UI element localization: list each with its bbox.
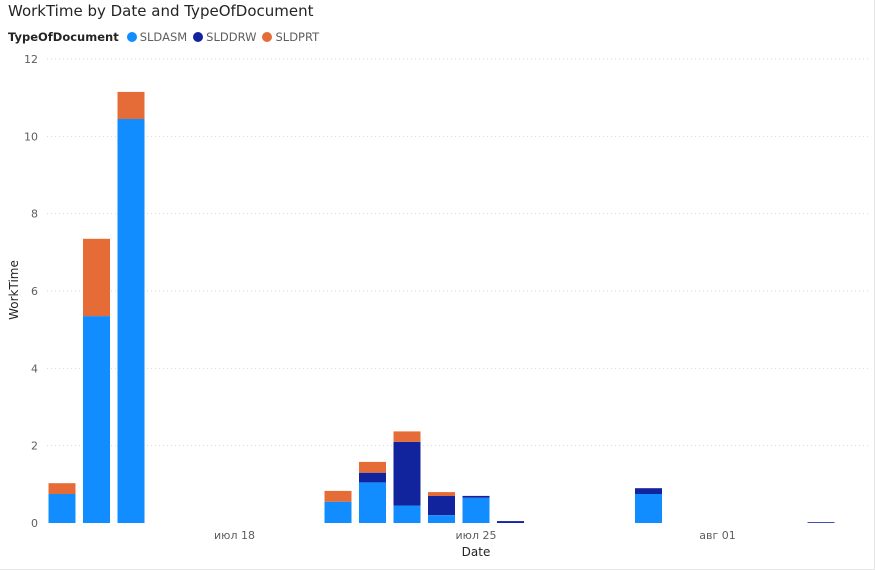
bar-segment-sldprt[interactable] (83, 238, 110, 317)
legend-dot-slddrw (193, 32, 204, 42)
bar-segment-slddrw[interactable] (359, 472, 386, 483)
legend-label-slddrw: SLDDRW (206, 30, 257, 44)
legend-title: TypeOfDocument (8, 30, 119, 44)
chart-title: WorkTime by Date and TypeOfDocument (8, 2, 314, 20)
legend-dot-sldasm (126, 32, 137, 42)
legend: TypeOfDocument SLDASM SLDDRW SLDPRT (8, 30, 325, 44)
bar-segment-sldprt[interactable] (48, 483, 76, 494)
bar-segment-sldprt[interactable] (117, 91, 145, 119)
bar-segment-sldprt[interactable] (324, 490, 352, 502)
legend-item-sldasm[interactable]: SLDASM (126, 30, 188, 44)
bar-segment-slddrw[interactable] (393, 441, 421, 506)
bar-segment-sldasm[interactable] (462, 497, 490, 523)
bar-segment-sldprt[interactable] (428, 492, 455, 496)
legend-item-slddrw[interactable]: SLDDRW (193, 30, 256, 44)
bar-segment-sldasm[interactable] (359, 482, 386, 523)
legend-dot-sldprt (262, 32, 273, 42)
y-tick-label: 12 (24, 53, 38, 66)
bar-segment-sldasm[interactable] (635, 494, 662, 523)
bar-segment-sldasm[interactable] (83, 316, 110, 523)
gridlines (47, 58, 870, 447)
y-tick-label: 2 (31, 440, 38, 453)
y-axis-title: WorkTime (7, 260, 21, 320)
y-tick-label: 0 (31, 517, 38, 530)
x-axis: июл 18 июл 25 авг 01 (214, 529, 736, 542)
bar-segment-slddrw[interactable] (462, 495, 490, 498)
x-tick-label: июл 25 (456, 529, 497, 542)
bars[interactable] (48, 91, 835, 524)
x-axis-title: Date (462, 545, 491, 559)
x-tick-label: авг 01 (699, 529, 736, 542)
bar-segment-sldasm[interactable] (48, 494, 76, 523)
bar-segment-sldasm[interactable] (324, 501, 352, 523)
bar-segment-slddrw[interactable] (497, 521, 524, 523)
bar-segment-sldasm[interactable] (117, 118, 145, 524)
bar-segment-slddrw[interactable] (635, 488, 662, 494)
y-tick-label: 6 (31, 285, 38, 298)
y-tick-label: 8 (31, 208, 38, 221)
y-tick-label: 4 (31, 362, 38, 375)
legend-label-sldasm: SLDASM (139, 30, 188, 44)
bar-segment-slddrw[interactable] (428, 495, 455, 516)
bar-segment-sldprt[interactable] (359, 461, 386, 473)
bar-segment-sldasm[interactable] (393, 505, 421, 523)
y-tick-label: 10 (24, 130, 38, 143)
y-axis: 0 2 4 6 8 10 12 (24, 53, 38, 530)
x-tick-label: июл 18 (214, 529, 255, 542)
bar-segment-sldasm[interactable] (428, 515, 455, 523)
bar-segment-slddrw[interactable] (807, 522, 835, 523)
bar-segment-sldprt[interactable] (393, 431, 421, 442)
legend-item-sldprt[interactable]: SLDPRT (262, 30, 319, 44)
legend-label-sldprt: SLDPRT (275, 30, 320, 44)
